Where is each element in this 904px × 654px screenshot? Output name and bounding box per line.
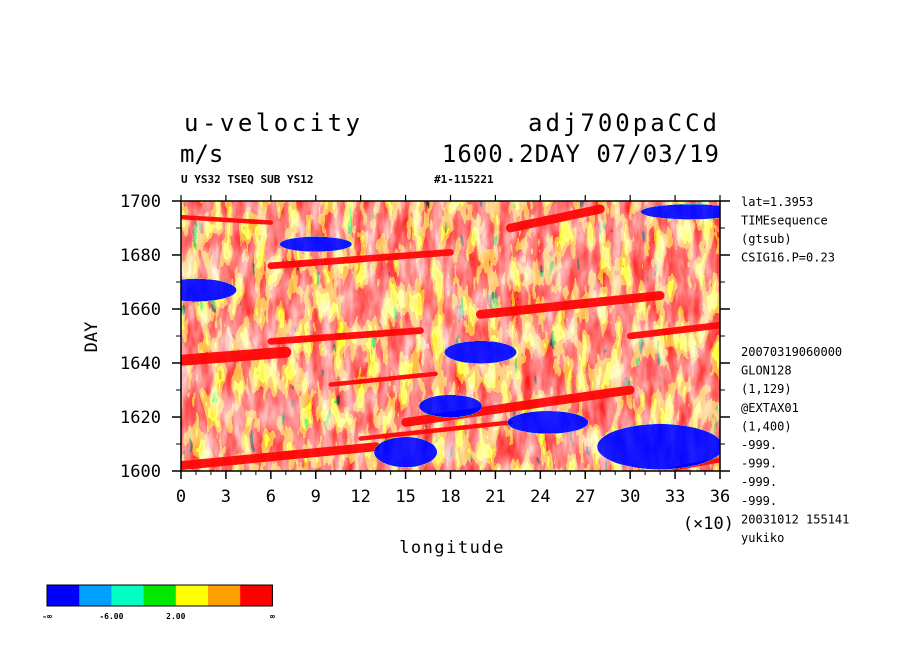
colorbar-swatch	[111, 585, 145, 606]
westerly-streak	[181, 214, 274, 225]
x-tick-label: 15	[395, 487, 415, 507]
colorbar-swatch	[240, 585, 273, 606]
side-info-line: -999.	[741, 475, 777, 489]
x-tick-label: 0	[176, 487, 186, 507]
easterly-patch	[597, 424, 720, 470]
westerly-streak	[267, 327, 424, 345]
westerly-streak	[358, 420, 513, 441]
x-tick-label: 21	[485, 487, 505, 507]
side-info-line: CSIG16.P=0.23	[741, 251, 835, 265]
easterly-patch	[181, 278, 237, 302]
x-tick-label: 33	[665, 487, 685, 507]
side-info-line: (1,129)	[741, 382, 792, 396]
y-tick-label: 1660	[120, 300, 161, 320]
colorbar-swatch	[208, 585, 241, 606]
y-tick-label: 1600	[120, 462, 161, 482]
side-info-line: 20070319060000	[741, 345, 842, 359]
time-label: 1600.2DAY 07/03/19	[442, 140, 720, 168]
x-tick-label: 30	[620, 487, 640, 507]
colorbar-tick-label: 2.00	[166, 612, 185, 621]
colorbar-swatch	[175, 585, 209, 606]
side-info-line: @EXTAX01	[741, 401, 799, 415]
westerly-streak	[328, 371, 438, 387]
side-info-line: yukiko	[741, 531, 784, 545]
variable-title: u-velocity	[184, 109, 364, 137]
colorbar-swatch	[79, 585, 112, 606]
colorbar-tick-label: ∞	[270, 612, 275, 621]
colorbar: -∞ -6.00 2.00 ∞	[42, 584, 275, 621]
units-label: m/s	[180, 140, 223, 168]
y-tick-label: 1700	[120, 192, 161, 212]
side-info-line: TIMEsequence	[741, 214, 828, 228]
easterly-patch	[507, 411, 589, 434]
easterly-patch	[374, 436, 438, 468]
westerly-streak	[267, 249, 454, 270]
easterly-patch	[444, 340, 517, 364]
colorbar-swatch	[47, 585, 80, 606]
heatmap-plot-area	[181, 201, 720, 471]
x-axis-multiplier: (×10)	[683, 514, 734, 534]
side-info-line: -999.	[741, 457, 777, 471]
westerly-streak	[476, 291, 665, 319]
x-tick-label: 36	[710, 487, 730, 507]
side-info-line: GLON128	[741, 364, 792, 378]
westerly-streak	[505, 204, 605, 233]
x-tick-label: 27	[575, 487, 595, 507]
side-info-line: (gtsub)	[741, 232, 792, 246]
y-axis-label: DAY	[82, 322, 102, 353]
side-info-line: -999.	[741, 494, 777, 508]
easterly-patch	[419, 394, 482, 418]
subtitle-label: U YS32 TSEQ SUB YS12	[181, 173, 313, 186]
x-tick-label: 6	[266, 487, 276, 507]
x-tick-label: 3	[221, 487, 231, 507]
side-info-line: (1,400)	[741, 419, 792, 433]
x-tick-label: 18	[440, 487, 460, 507]
easterly-patch	[640, 204, 720, 220]
x-tick-label: 9	[311, 487, 321, 507]
colorbar-tick-label: -6.00	[99, 612, 123, 621]
y-tick-label: 1620	[120, 408, 161, 428]
dataset-title: adj700paCCd	[528, 109, 720, 137]
x-axis-label: longitude	[399, 538, 505, 558]
colorbar-swatch	[143, 585, 177, 606]
westerly-streak	[626, 321, 720, 340]
westerly-streak	[181, 442, 381, 471]
side-info-line: lat=1.3953	[741, 195, 813, 209]
side-info-line: 20031012 155141	[741, 512, 849, 526]
y-tick-label: 1680	[120, 246, 161, 266]
x-tick-label: 12	[350, 487, 370, 507]
side-info-line: -999.	[741, 438, 777, 452]
x-tick-label: 24	[530, 487, 550, 507]
colorbar-tick-label: -∞	[42, 612, 52, 621]
easterly-patch	[279, 236, 352, 252]
run-id-label: #1-115221	[434, 173, 494, 186]
y-tick-label: 1640	[120, 354, 161, 374]
westerly-streak	[181, 346, 292, 366]
colorbar-frame	[46, 584, 273, 607]
